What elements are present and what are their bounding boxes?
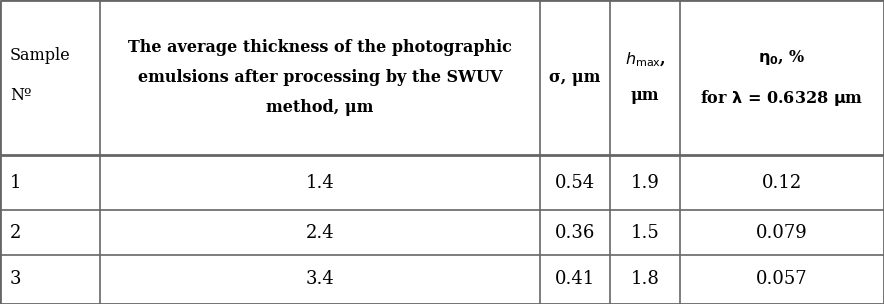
Text: Nº: Nº	[10, 87, 32, 104]
Text: 3: 3	[10, 271, 21, 288]
Text: 2.4: 2.4	[306, 223, 334, 241]
Text: emulsions after processing by the SWUV: emulsions after processing by the SWUV	[138, 69, 502, 86]
Text: σ, μm: σ, μm	[549, 69, 601, 86]
Text: 1.8: 1.8	[630, 271, 659, 288]
Text: 1: 1	[10, 174, 21, 192]
Text: 2: 2	[10, 223, 21, 241]
Text: 0.079: 0.079	[756, 223, 808, 241]
Text: Sample: Sample	[10, 47, 71, 64]
Text: The average thickness of the photographic: The average thickness of the photographi…	[128, 39, 512, 56]
Text: 0.12: 0.12	[762, 174, 802, 192]
Text: 1.4: 1.4	[306, 174, 334, 192]
Text: for $\mathbf{\lambda}$ = 0.6328 $\mathbf{\mu}$m: for $\mathbf{\lambda}$ = 0.6328 $\mathbf…	[700, 88, 864, 108]
Text: 0.54: 0.54	[555, 174, 595, 192]
Text: 0.36: 0.36	[555, 223, 595, 241]
Text: 1.9: 1.9	[630, 174, 659, 192]
Text: 3.4: 3.4	[306, 271, 334, 288]
Text: $\mathbf{\eta}_{\mathbf{0}}$, %: $\mathbf{\eta}_{\mathbf{0}}$, %	[758, 48, 806, 67]
Text: $\mathit{h}_{\mathrm{max}}$,: $\mathit{h}_{\mathrm{max}}$,	[624, 50, 666, 69]
Text: method, μm: method, μm	[266, 99, 374, 116]
Text: μm: μm	[631, 87, 659, 104]
Text: 1.5: 1.5	[630, 223, 659, 241]
Text: 0.057: 0.057	[756, 271, 808, 288]
Text: 0.41: 0.41	[555, 271, 595, 288]
